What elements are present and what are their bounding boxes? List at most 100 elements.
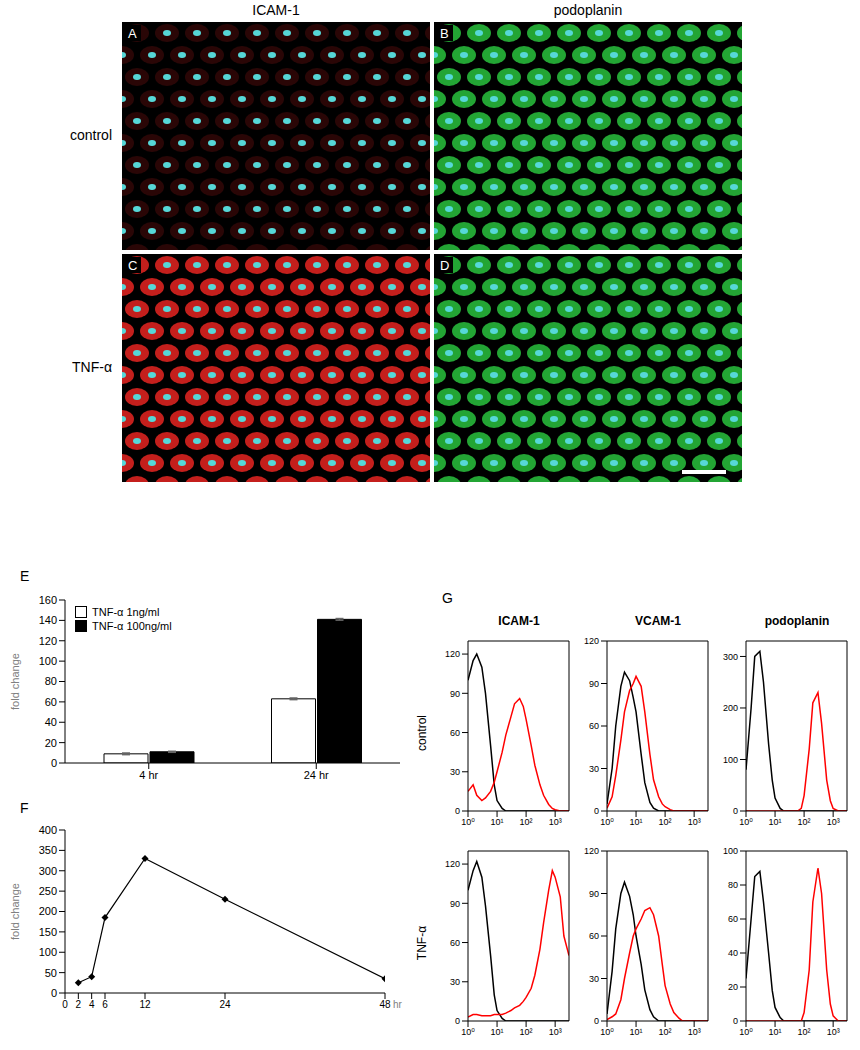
svg-text:0: 0	[733, 1016, 738, 1026]
svg-text:10¹: 10¹	[630, 1027, 643, 1037]
svg-text:6: 6	[102, 999, 108, 1010]
svg-text:10¹: 10¹	[769, 1027, 782, 1037]
svg-text:0: 0	[62, 999, 68, 1010]
svg-text:fold change: fold change	[9, 653, 21, 710]
svg-text:60: 60	[450, 938, 460, 948]
svg-text:48: 48	[379, 999, 391, 1010]
svg-text:120: 120	[584, 846, 599, 856]
svg-text:0: 0	[51, 757, 57, 769]
svg-text:10³: 10³	[827, 817, 840, 827]
svg-text:10²: 10²	[659, 817, 672, 827]
svg-text:80: 80	[45, 675, 57, 687]
svg-text:10³: 10³	[688, 1027, 701, 1037]
svg-text:100: 100	[723, 846, 738, 856]
svg-text:10²: 10²	[798, 817, 811, 827]
svg-text:10⁰: 10⁰	[600, 1027, 614, 1037]
html-text:control: control	[415, 714, 429, 751]
svg-text:4 hr: 4 hr	[139, 769, 158, 781]
svg-text:10⁰: 10⁰	[739, 817, 753, 827]
svg-text:60: 60	[45, 696, 57, 708]
html-text:VCAM-1: VCAM-1	[635, 614, 681, 628]
svg-text:60: 60	[728, 914, 738, 924]
svg-text:0: 0	[594, 1016, 599, 1026]
svg-text:30: 30	[450, 767, 460, 777]
svg-text:10²: 10²	[659, 1027, 672, 1037]
svg-text:10³: 10³	[688, 817, 701, 827]
svg-text:90: 90	[589, 889, 599, 899]
svg-text:90: 90	[589, 679, 599, 689]
html-text:podoplanin: podoplanin	[764, 614, 830, 628]
svg-text:120: 120	[445, 649, 460, 659]
svg-text:B: B	[440, 26, 449, 41]
svg-text:0: 0	[455, 1016, 460, 1026]
svg-text:10²: 10²	[520, 1027, 533, 1037]
svg-text:24 hr: 24 hr	[304, 769, 329, 781]
svg-text:10²: 10²	[520, 817, 533, 827]
svg-text:fold change: fold change	[9, 883, 21, 940]
svg-text:10⁰: 10⁰	[461, 817, 475, 827]
html-text:G: G	[442, 590, 453, 606]
svg-text:10¹: 10¹	[630, 817, 643, 827]
svg-text:100: 100	[39, 946, 57, 958]
svg-text:60: 60	[450, 728, 460, 738]
svg-text:20: 20	[45, 737, 57, 749]
html-text:podoplanin: podoplanin	[553, 2, 623, 18]
svg-text:400: 400	[39, 824, 57, 836]
svg-text:300: 300	[723, 652, 738, 662]
html-text:control: control	[70, 127, 112, 143]
svg-text:C: C	[128, 258, 137, 273]
svg-text:90: 90	[450, 899, 460, 909]
html-text:TNF-α: TNF-α	[72, 359, 112, 375]
svg-text:10¹: 10¹	[491, 1027, 504, 1037]
svg-text:140: 140	[39, 614, 57, 626]
svg-text:100: 100	[39, 655, 57, 667]
svg-text:200: 200	[39, 905, 57, 917]
svg-text:350: 350	[39, 844, 57, 856]
svg-text:24: 24	[219, 999, 231, 1010]
svg-text:120: 120	[445, 859, 460, 869]
svg-text:250: 250	[39, 885, 57, 897]
svg-text:120: 120	[39, 635, 57, 647]
svg-text:120: 120	[584, 636, 599, 646]
svg-text:10⁰: 10⁰	[461, 1027, 475, 1037]
svg-text:30: 30	[450, 977, 460, 987]
svg-text:20: 20	[728, 982, 738, 992]
svg-text:300: 300	[39, 865, 57, 877]
svg-text:10¹: 10¹	[491, 817, 504, 827]
svg-text:80: 80	[728, 880, 738, 890]
svg-text:A: A	[128, 26, 137, 41]
html-text:TNF-α 1ng/ml: TNF-α 1ng/ml	[92, 606, 160, 618]
svg-text:10⁰: 10⁰	[600, 817, 614, 827]
svg-text:D: D	[440, 258, 449, 273]
svg-text:10³: 10³	[827, 1027, 840, 1037]
svg-text:10²: 10²	[798, 1027, 811, 1037]
svg-text:10¹: 10¹	[769, 817, 782, 827]
svg-text:40: 40	[45, 716, 57, 728]
svg-text:10³: 10³	[549, 817, 562, 827]
svg-text:60: 60	[589, 931, 599, 941]
html-text:ICAM-1: ICAM-1	[252, 2, 300, 18]
svg-text:10⁰: 10⁰	[739, 1027, 753, 1037]
svg-text:90: 90	[450, 689, 460, 699]
svg-text:30: 30	[589, 764, 599, 774]
svg-text:hr: hr	[393, 999, 403, 1010]
svg-text:0: 0	[733, 806, 738, 816]
svg-text:0: 0	[51, 987, 57, 999]
html-text:TNF-α: TNF-α	[415, 925, 429, 960]
svg-text:0: 0	[455, 806, 460, 816]
svg-text:200: 200	[723, 703, 738, 713]
svg-text:10³: 10³	[549, 1027, 562, 1037]
svg-text:0: 0	[594, 806, 599, 816]
svg-text:150: 150	[39, 926, 57, 938]
svg-text:50: 50	[45, 967, 57, 979]
svg-text:2: 2	[76, 999, 82, 1010]
svg-text:12: 12	[139, 999, 151, 1010]
svg-text:100: 100	[723, 755, 738, 765]
svg-text:160: 160	[39, 594, 57, 606]
svg-text:4: 4	[89, 999, 95, 1010]
svg-text:60: 60	[589, 721, 599, 731]
html-text:ICAM-1: ICAM-1	[498, 614, 540, 628]
html-text:TNF-α 100ng/ml: TNF-α 100ng/ml	[92, 620, 172, 632]
svg-text:40: 40	[728, 948, 738, 958]
svg-text:30: 30	[589, 974, 599, 984]
